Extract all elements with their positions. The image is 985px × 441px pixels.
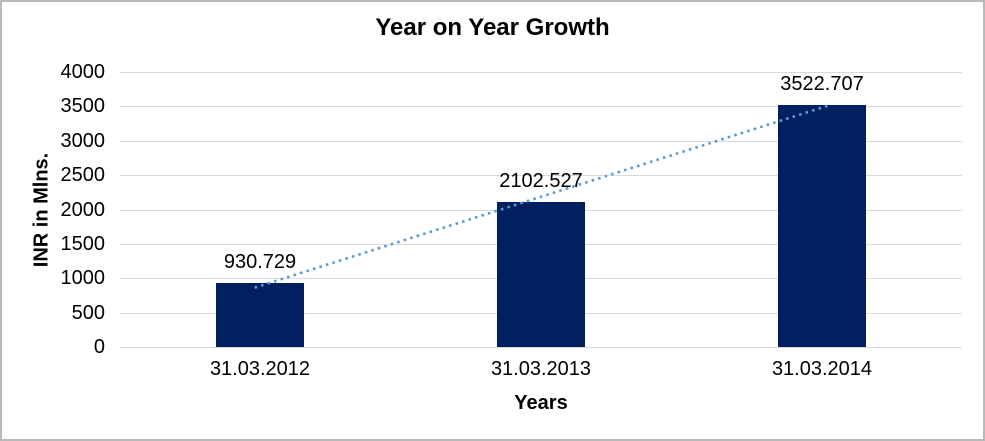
x-tick-label: 31.03.2012 bbox=[209, 358, 311, 380]
bar-value-label: 2102.527 bbox=[499, 170, 583, 192]
y-tick-label: 2000 bbox=[60, 199, 106, 221]
x-tick-label: 31.03.2013 bbox=[490, 358, 592, 380]
y-tick-label: 1500 bbox=[60, 233, 106, 255]
y-tick-label: 4000 bbox=[60, 61, 106, 83]
bar-31.03.2014 bbox=[778, 105, 866, 347]
x-tick-label: 31.03.2014 bbox=[771, 358, 873, 380]
gridline bbox=[120, 347, 962, 348]
chart-title: Year on Year Growth bbox=[375, 14, 610, 41]
gridline bbox=[120, 72, 962, 73]
y-tick-label: 2500 bbox=[60, 164, 106, 186]
bar-value-label: 930.729 bbox=[223, 251, 297, 273]
bar-value-label: 3522.707 bbox=[780, 73, 864, 95]
x-axis-title: Years bbox=[514, 392, 568, 414]
bar-31.03.2012 bbox=[216, 283, 304, 347]
y-tick-label: 500 bbox=[71, 302, 105, 324]
y-tick-label: 1000 bbox=[60, 267, 106, 289]
y-tick-label: 0 bbox=[93, 336, 105, 358]
y-tick-label: 3500 bbox=[60, 95, 106, 117]
y-tick-label: 3000 bbox=[60, 130, 106, 152]
bar-31.03.2013 bbox=[497, 202, 585, 347]
